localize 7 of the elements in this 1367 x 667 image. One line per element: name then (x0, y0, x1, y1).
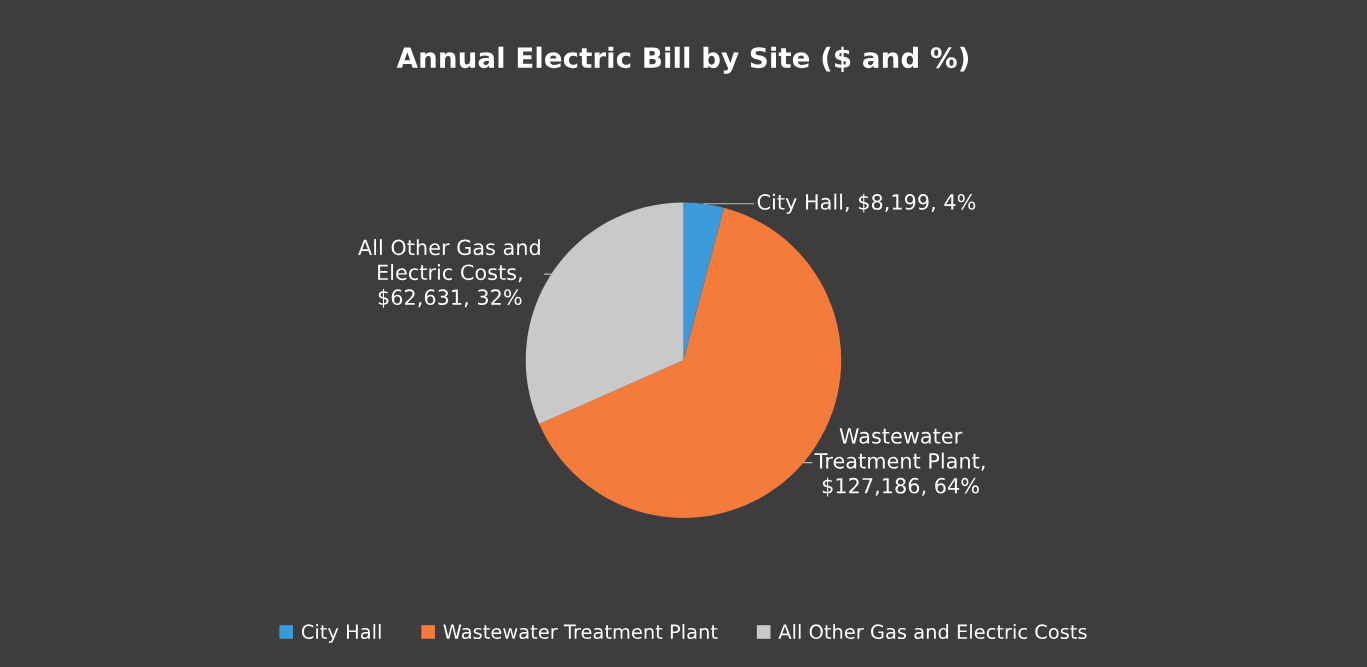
legend-label: All Other Gas and Electric Costs (778, 624, 1087, 640)
data-label: Wastewater Treatment Plant, $127,186, 64% (814, 428, 985, 497)
legend-label: City Hall (301, 624, 381, 643)
data-label: All Other Gas and Electric Costs, $62,631, 32% (358, 239, 540, 308)
legend-label: Wastewater Treatment Plant (443, 624, 718, 640)
data-label: City Hall, $8,199, 4% (757, 193, 976, 214)
chart-title: Annual Electric Bill by Site ($ and %) (396, 46, 969, 74)
